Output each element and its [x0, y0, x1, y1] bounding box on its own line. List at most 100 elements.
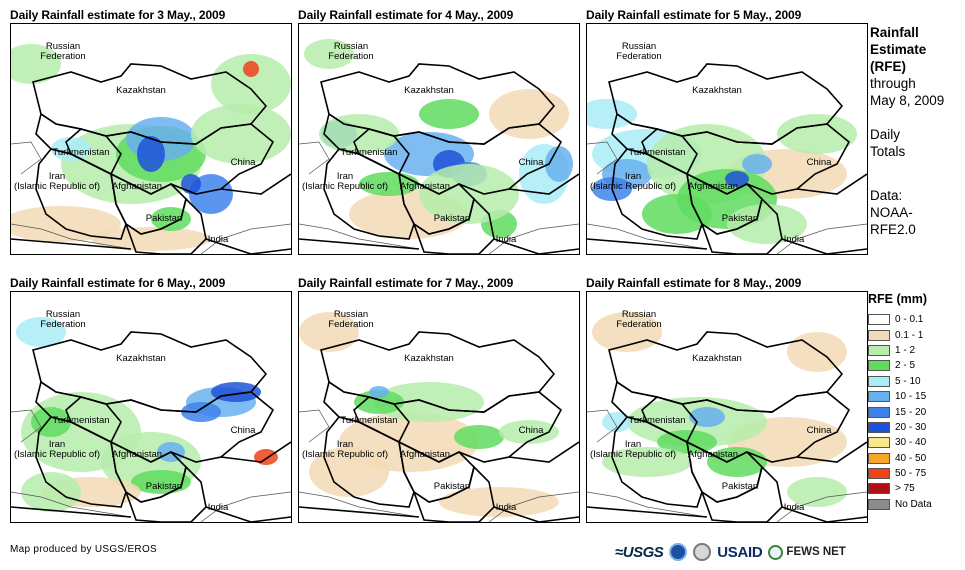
panel-title: Daily Rainfall estimate for 8 May., 2009 — [586, 276, 802, 290]
boundary-line — [11, 409, 42, 443]
rainfall-area — [602, 447, 692, 477]
credit-text: Map produced by USGS/EROS — [10, 544, 158, 555]
rainfall-map: Russian Federation Kazakhstan Turkmenistan… — [10, 291, 292, 523]
map-label-iran: Iran (Islamic Republic of) — [301, 171, 389, 192]
map-label-turkmenistan: Turkmenistan — [52, 147, 110, 158]
map-label-afghanistan: Afghanistan — [399, 181, 451, 192]
legend-swatch — [868, 406, 890, 418]
rainfall-area — [727, 204, 807, 244]
map-label-pakistan: Pakistan — [721, 213, 759, 224]
panel-title: Daily Rainfall estimate for 4 May., 2009 — [298, 8, 514, 22]
rainfall-area — [304, 39, 354, 69]
country-border — [220, 173, 291, 195]
country-border — [323, 148, 415, 240]
map-label-china: China — [806, 157, 832, 168]
boundary-line — [587, 491, 708, 518]
legend-swatch — [868, 437, 890, 449]
rainfall-area — [319, 114, 399, 154]
rainfall-area — [454, 425, 504, 449]
legend-item: 1 - 2 — [868, 343, 963, 358]
legend-title: RFE (mm) — [868, 292, 928, 306]
seal-logo-icon — [693, 543, 712, 561]
map-label-russia: Russian Federation — [40, 309, 86, 330]
boundary-line — [299, 409, 330, 443]
rainfall-area — [777, 114, 857, 154]
legend-swatch — [868, 452, 890, 464]
boundary-line — [11, 141, 42, 175]
map-label-pakistan: Pakistan — [145, 481, 183, 492]
legend-item: 0.1 - 1 — [868, 327, 963, 342]
boundary-line — [11, 491, 132, 518]
country-border — [700, 197, 783, 254]
fews-net-logo: FEWS NET — [768, 544, 846, 560]
map-label-iran: Iran (Islamic Republic of) — [301, 439, 389, 460]
country-border — [781, 506, 867, 522]
map-label-kazakhstan: Kazakhstan — [404, 353, 454, 364]
legend-label: 0 - 0.1 — [895, 314, 924, 326]
rainfall-area — [254, 449, 278, 465]
panel-title: Daily Rainfall estimate for 6 May., 2009 — [10, 276, 226, 290]
country-border — [796, 441, 867, 463]
rainfall-area — [592, 312, 662, 352]
rainfall-area — [545, 146, 573, 182]
country-border — [299, 506, 420, 518]
side-title-line: (RFE) — [870, 59, 906, 74]
map-graphic — [587, 312, 867, 522]
country-border — [35, 148, 127, 240]
boundary-line — [299, 491, 420, 518]
noaa-logo-icon — [669, 543, 688, 561]
map-label-turkmenistan: Turkmenistan — [52, 415, 110, 426]
country-border — [508, 173, 579, 195]
map-label-china: China — [230, 157, 256, 168]
legend-swatch — [868, 421, 890, 433]
country-border — [124, 465, 207, 522]
map-label-india: India — [783, 502, 805, 513]
legend-label: No Data — [895, 498, 932, 510]
map-label-turkmenistan: Turkmenistan — [628, 147, 686, 158]
country-border — [781, 238, 867, 254]
rainfall-area — [787, 477, 847, 507]
rainfall-area — [439, 487, 559, 517]
rainfall-area — [299, 312, 359, 352]
country-border — [493, 238, 579, 254]
rainfall-area — [587, 99, 637, 129]
legend-label: 15 - 20 — [895, 406, 927, 418]
map-panel-1: Daily Rainfall estimate for 3 May., 2009… — [10, 8, 292, 256]
country-border — [587, 238, 708, 250]
map-label-kazakhstan: Kazakhstan — [404, 85, 454, 96]
country-border — [35, 416, 127, 508]
legend-swatch — [868, 498, 890, 510]
map-panel-2: Daily Rainfall estimate for 4 May., 2009… — [298, 8, 580, 256]
country-border — [205, 506, 291, 522]
legend-label: 20 - 30 — [895, 421, 927, 433]
map-label-china: China — [230, 425, 256, 436]
map-panel-6: Daily Rainfall estimate for 8 May., 2009… — [586, 276, 868, 524]
rainfall-area — [725, 171, 749, 187]
legend-label: 30 - 40 — [895, 437, 927, 449]
rainfall-area — [602, 412, 632, 432]
legend-swatch — [868, 483, 890, 495]
legend-swatch — [868, 344, 890, 356]
legend-item: 0 - 0.1 — [868, 312, 963, 327]
country-border — [205, 238, 291, 254]
country-border — [299, 238, 420, 250]
boundary-line — [776, 491, 867, 522]
map-label-india: India — [207, 234, 229, 245]
legend-item: 10 - 15 — [868, 389, 963, 404]
country-border — [323, 416, 415, 508]
boundary-line — [299, 141, 330, 175]
rainfall-area — [91, 227, 211, 251]
map-label-kazakhstan: Kazakhstan — [116, 85, 166, 96]
map-label-india: India — [495, 234, 517, 245]
rainfall-area — [309, 447, 389, 497]
country-border — [700, 465, 783, 522]
boundary-line — [200, 223, 291, 254]
map-panel-4: Daily Rainfall estimate for 6 May., 2009… — [10, 276, 292, 524]
rainfall-map: Russian Federation Kazakhstan Turkmenistan… — [10, 23, 292, 255]
map-label-russia: Russian Federation — [328, 309, 374, 330]
country-border — [412, 465, 495, 522]
map-graphic — [299, 39, 579, 254]
map-label-india: India — [207, 502, 229, 513]
map-label-pakistan: Pakistan — [145, 213, 183, 224]
map-label-iran: Iran (Islamic Republic of) — [589, 171, 677, 192]
